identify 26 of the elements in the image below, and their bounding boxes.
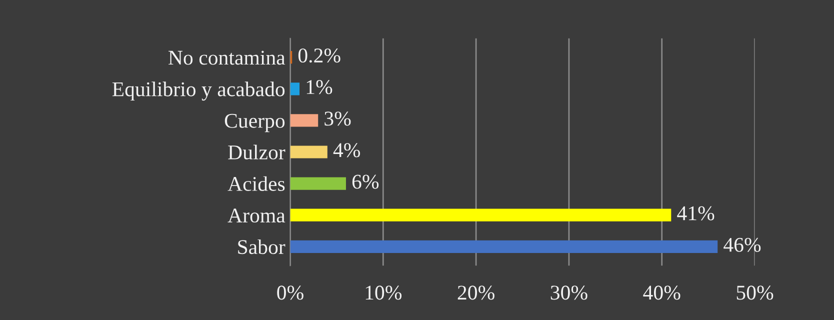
data-label: 1% — [306, 80, 332, 94]
x-tick-label: 30% — [550, 286, 588, 300]
x-tick-label: 10% — [366, 286, 402, 300]
y-tick-label: Equilibrio y acabado — [112, 82, 285, 101]
bar — [290, 208, 672, 222]
y-tick-label: Acides — [228, 176, 285, 191]
bar — [290, 177, 346, 190]
y-tick-label: Aroma — [228, 208, 286, 223]
y-tick-label: Dulzor — [228, 144, 286, 160]
data-label: 0.2% — [298, 48, 340, 63]
x-tick-label: 40% — [643, 286, 680, 300]
data-label: 41% — [677, 206, 714, 220]
bar — [290, 240, 718, 253]
data-label: 46% — [724, 238, 761, 252]
x-tick-label: 0% — [277, 286, 304, 300]
y-tick-label: Sabor — [238, 239, 286, 254]
data-label: 6% — [352, 174, 379, 189]
x-tick-label: 50% — [736, 286, 774, 300]
data-label: 3% — [324, 112, 351, 126]
bar — [290, 146, 328, 158]
y-tick-label: No contamina — [168, 50, 286, 65]
y-tick-label: Cuerpo — [224, 114, 285, 132]
data-label: 4% — [333, 143, 360, 158]
x-tick-label: 20% — [458, 286, 494, 300]
bar — [290, 82, 300, 96]
bar — [290, 114, 318, 127]
